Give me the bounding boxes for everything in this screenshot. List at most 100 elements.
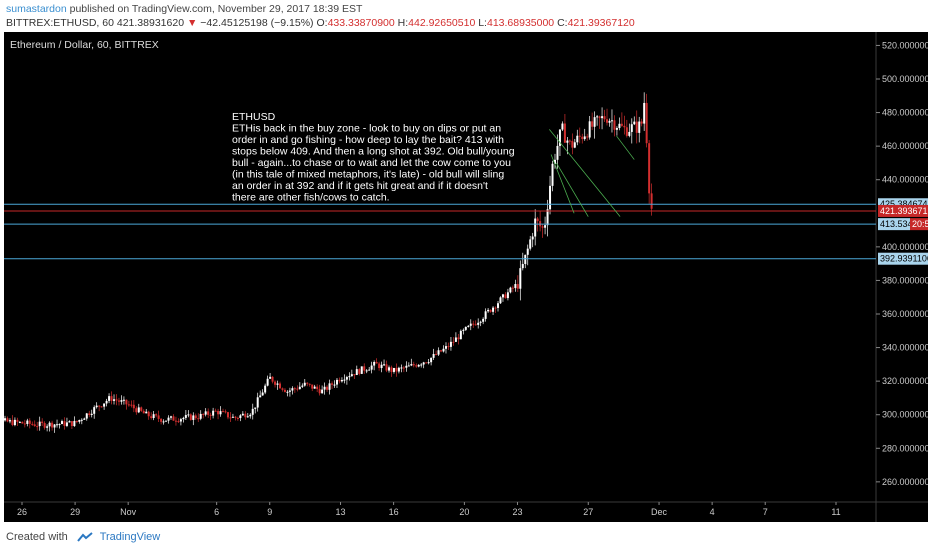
candle-body xyxy=(410,364,413,366)
candle-body xyxy=(449,341,452,347)
candle-body xyxy=(425,362,428,364)
candle-body xyxy=(648,143,651,194)
symbol-info: BITTREX:ETHUSD, 60 421.38931620 ▼ −42.45… xyxy=(6,17,635,29)
candle-body xyxy=(635,121,638,133)
trend-line[interactable] xyxy=(616,135,635,160)
candle-body xyxy=(73,420,76,427)
candle-body xyxy=(150,416,153,419)
candle-body xyxy=(291,388,294,391)
trend-line[interactable] xyxy=(549,129,621,217)
candle-body xyxy=(219,411,222,415)
candle-body xyxy=(405,365,408,368)
candle-body xyxy=(261,392,264,396)
candle-body xyxy=(541,226,544,228)
candle-body xyxy=(546,209,549,226)
candle-body xyxy=(303,382,306,386)
candle-body xyxy=(167,417,170,421)
candle-body xyxy=(499,297,502,304)
candle-body xyxy=(169,416,172,418)
countdown-label: 20:53 xyxy=(912,219,928,229)
candle-body xyxy=(259,395,262,398)
candle-body xyxy=(402,367,405,369)
x-tick-label: Nov xyxy=(120,507,137,517)
annotation-line: ETHis back in the buy zone - look to buy… xyxy=(232,123,501,135)
candle-body xyxy=(113,399,116,401)
candle-body xyxy=(306,382,309,384)
candle-body xyxy=(179,419,182,422)
candle-body xyxy=(452,341,455,343)
candle-body xyxy=(335,379,338,385)
candle-body xyxy=(561,123,564,130)
candle-body xyxy=(256,397,259,408)
price-level-label: 425.38467451 xyxy=(880,199,928,209)
down-arrow-icon: ▼ xyxy=(186,17,198,29)
candle-body xyxy=(608,120,611,123)
candle-body xyxy=(157,415,160,419)
tradingview-brand[interactable]: TradingView xyxy=(99,531,161,543)
candle-body xyxy=(467,325,470,327)
candle-body xyxy=(378,363,381,369)
candle-body xyxy=(26,420,29,424)
candle-body xyxy=(103,403,106,407)
candle-body xyxy=(484,311,487,319)
candle-body xyxy=(558,129,561,146)
created-with: Created with TradingView xyxy=(6,531,160,543)
candle-body xyxy=(321,389,324,394)
candle-body xyxy=(556,145,559,160)
y-tick-label: 480.00000000 xyxy=(882,108,928,118)
candle-body xyxy=(51,422,54,428)
candle-body xyxy=(192,415,195,420)
author-link[interactable]: sumastardon xyxy=(6,3,67,15)
open-label: O: xyxy=(316,17,328,29)
candle-body xyxy=(16,419,19,422)
candle-body xyxy=(162,421,165,423)
candle-body xyxy=(576,135,579,143)
candle-body xyxy=(13,419,16,426)
candle-body xyxy=(130,404,133,406)
candle-body xyxy=(108,396,111,401)
candle-body xyxy=(383,364,386,366)
publish-header: sumastardon published on TradingView.com… xyxy=(0,0,932,32)
candle-body xyxy=(358,369,361,374)
candle-body xyxy=(333,384,336,386)
candle-body xyxy=(388,367,391,371)
candle-body xyxy=(63,421,66,426)
candle-body xyxy=(115,399,118,401)
candle-body xyxy=(581,136,584,140)
candle-body xyxy=(479,321,482,323)
candle-body xyxy=(266,378,269,386)
candle-body xyxy=(430,357,433,363)
footer: Created with TradingView xyxy=(0,524,932,550)
candle-body xyxy=(365,370,368,372)
x-tick-label: 20 xyxy=(459,507,469,517)
candle-body xyxy=(145,411,148,414)
candle-body xyxy=(427,362,430,364)
candle-body xyxy=(566,140,569,143)
x-tick-label: 29 xyxy=(70,507,80,517)
candle-body xyxy=(41,421,44,424)
trend-line[interactable] xyxy=(556,162,589,217)
candle-body xyxy=(125,399,128,405)
candle-body xyxy=(355,369,358,376)
candle-body xyxy=(571,140,574,148)
candle-body xyxy=(28,420,31,424)
candle-body xyxy=(340,379,343,382)
candle-body xyxy=(204,411,207,415)
candle-body xyxy=(127,404,130,406)
candle-body xyxy=(212,410,215,416)
candle-body xyxy=(519,268,522,289)
candle-body xyxy=(293,388,296,390)
candle-body xyxy=(199,413,202,419)
trend-line[interactable] xyxy=(550,154,575,214)
candle-body xyxy=(23,423,26,425)
x-tick-label: 23 xyxy=(512,507,522,517)
candle-body xyxy=(400,367,403,369)
candle-body xyxy=(350,374,353,377)
candle-body xyxy=(531,236,534,240)
candle-body xyxy=(316,386,319,390)
candle-body xyxy=(380,364,383,369)
candle-body xyxy=(194,415,197,419)
